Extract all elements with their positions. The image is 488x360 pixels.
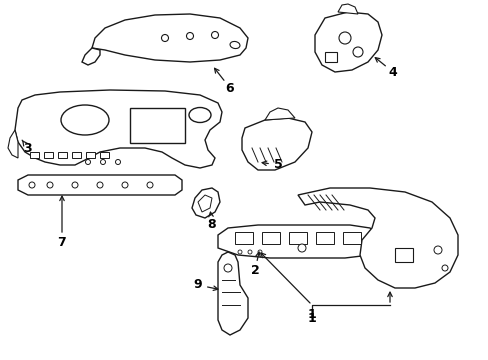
Bar [44, 152, 53, 158]
Bar [342, 232, 360, 244]
Polygon shape [92, 14, 247, 62]
Circle shape [352, 47, 362, 57]
Circle shape [29, 182, 35, 188]
Ellipse shape [61, 105, 109, 135]
Circle shape [147, 182, 153, 188]
Ellipse shape [189, 108, 210, 122]
Bar [288, 232, 306, 244]
Bar [72, 152, 81, 158]
Text: 4: 4 [388, 66, 397, 78]
Polygon shape [8, 130, 18, 158]
Polygon shape [242, 118, 311, 170]
Bar [235, 232, 252, 244]
Bar [100, 152, 109, 158]
Text: 7: 7 [58, 235, 66, 248]
Bar [86, 152, 95, 158]
Polygon shape [264, 108, 294, 120]
Polygon shape [337, 4, 357, 14]
Circle shape [161, 35, 168, 41]
Circle shape [72, 182, 78, 188]
Polygon shape [314, 12, 381, 72]
Bar [315, 232, 333, 244]
Circle shape [101, 159, 105, 165]
Circle shape [47, 182, 53, 188]
Text: 5: 5 [273, 158, 282, 171]
Circle shape [122, 182, 128, 188]
Bar [325, 52, 336, 62]
Circle shape [115, 159, 120, 165]
Circle shape [186, 32, 193, 40]
Circle shape [441, 265, 447, 271]
Text: 1: 1 [307, 309, 316, 321]
Polygon shape [18, 175, 182, 195]
Text: 9: 9 [193, 279, 202, 292]
Polygon shape [198, 195, 212, 212]
Bar [58, 152, 67, 158]
Text: 3: 3 [23, 141, 32, 154]
Polygon shape [297, 188, 457, 288]
Bar [262, 232, 280, 244]
Circle shape [247, 250, 251, 254]
Circle shape [97, 182, 103, 188]
Circle shape [224, 264, 231, 272]
Circle shape [211, 31, 218, 39]
Circle shape [85, 159, 90, 165]
Bar [30, 152, 39, 158]
Bar [130, 108, 184, 143]
Circle shape [433, 246, 441, 254]
Polygon shape [192, 188, 220, 218]
Bar [394, 248, 412, 262]
Polygon shape [82, 48, 100, 65]
Circle shape [338, 32, 350, 44]
Text: 1: 1 [307, 311, 316, 324]
Ellipse shape [229, 41, 240, 49]
Text: 8: 8 [207, 219, 216, 231]
Circle shape [238, 250, 242, 254]
Circle shape [297, 244, 305, 252]
Polygon shape [15, 90, 222, 168]
Polygon shape [218, 225, 377, 258]
Text: 6: 6 [225, 81, 234, 94]
Polygon shape [218, 252, 247, 335]
Text: 2: 2 [250, 264, 259, 276]
Circle shape [258, 250, 262, 254]
